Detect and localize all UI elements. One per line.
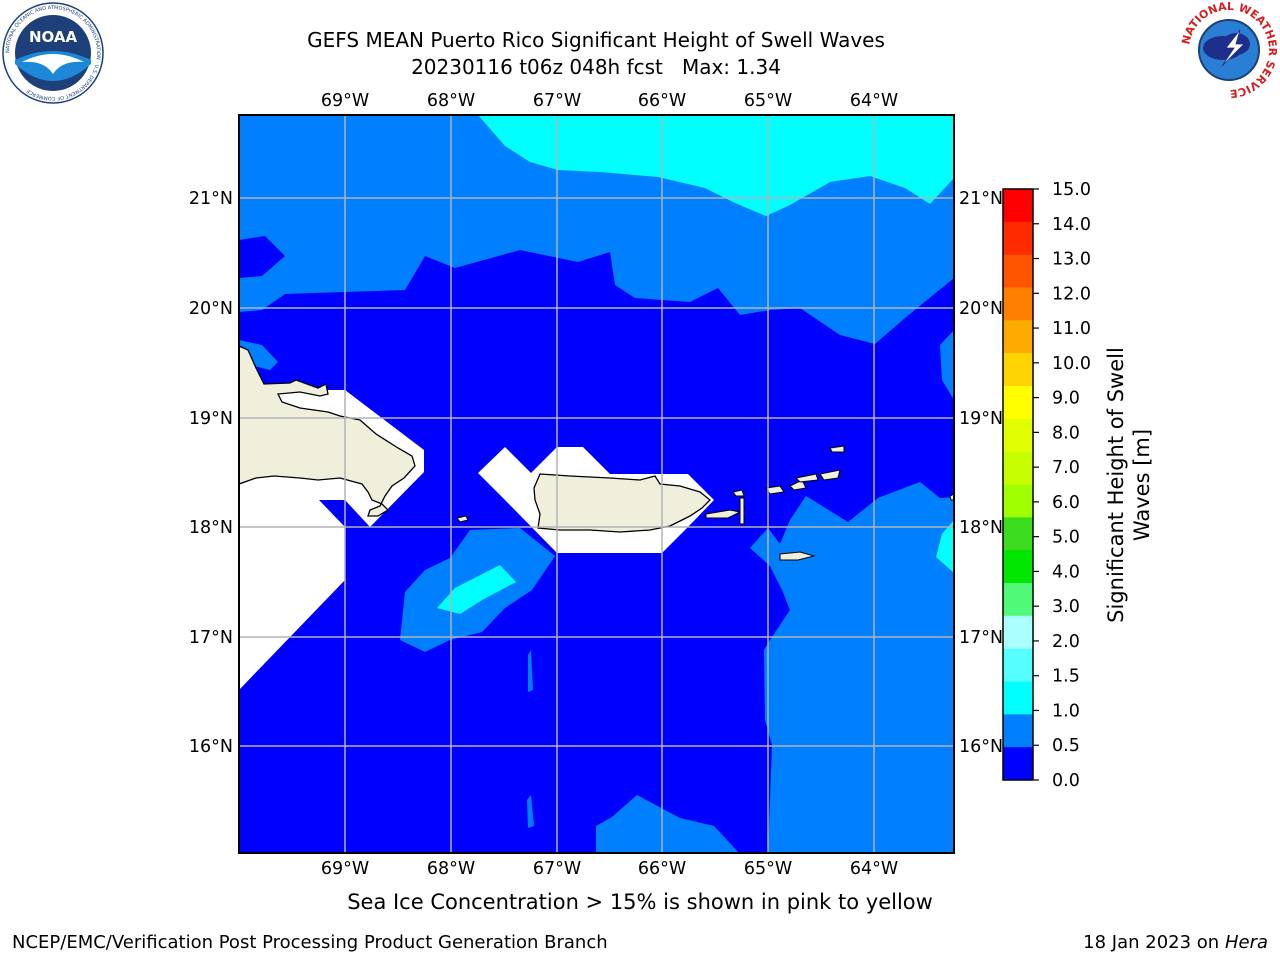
colorbar-swatch [1003,254,1033,288]
swell-band-1.0-1.5-north [478,115,954,216]
colorbar-swatch [1003,221,1033,256]
colorbar-swatch [1003,550,1033,584]
colorbar-swatch [1003,451,1033,485]
colorbar-swatch [1003,418,1033,453]
map-title-line1: GEFS MEAN Puerto Rico Significant Height… [307,28,885,52]
colorbar-tick-label: 2.0 [1052,632,1080,652]
lat-label-left-20n: 20°N [189,299,233,319]
land-vieques [705,509,742,519]
colorbar-tick-label: 5.0 [1052,528,1080,548]
lat-label-right-19n: 19°N [959,409,1003,429]
noaa-logo: NOAA NATIONAL OCEANIC AND ATMOSPHERIC AD… [2,2,104,104]
footer-date: 18 Jan 2023 on Hera [1083,932,1268,953]
colorbar: 15.0 14.0 13.0 12.0 11.0 10.0 9.0 8.0 7.0 6.0 5.0 4… [1002,180,1091,791]
lon-label-bottom-66w: 66°W [638,859,686,879]
colorbar-tick-label: 1.5 [1052,667,1080,687]
colorbar-tick-label: 1.0 [1052,701,1080,721]
colorbar-tick-label: 15.0 [1052,180,1091,200]
lat-label-right-21n: 21°N [959,189,1003,209]
land-puerto-rico [533,473,711,533]
land-anegada [829,445,845,453]
sea-ice-caption: Sea Ice Concentration > 15% is shown in … [347,890,933,914]
lat-label-left-21n: 21°N [189,189,233,209]
land-culebra [732,489,745,497]
land-st-croix [779,551,816,561]
colorbar-swatch [1003,320,1033,354]
lat-label-left-19n: 19°N [189,409,233,429]
lon-label-top-67w: 67°W [533,91,581,111]
colorbar-tick-label: 12.0 [1052,284,1091,304]
land-vieques-east [739,497,745,525]
graticule [239,115,954,853]
land-st-john [789,479,807,491]
colorbar-tick-label: 3.0 [1052,597,1080,617]
colorbar-swatch [1003,353,1033,387]
noaa-logo-text: NOAA [29,28,78,46]
footer-branch: NCEP/EMC/Verification Post Processing Pr… [12,932,608,953]
lon-label-top-64w: 64°W [850,91,898,111]
map-title-line2: 20230116 t06z 048h fcst Max: 1.34 [411,55,781,79]
colorbar-swatch [1003,583,1033,617]
colorbar-tick-label: 10.0 [1052,354,1091,374]
colorbar-tick-label: 4.0 [1052,562,1080,582]
colorbar-tick-label: 7.0 [1052,458,1080,478]
lon-label-top-65w: 65°W [744,91,792,111]
colorbar-swatch [1003,287,1033,321]
land-hispaniola [239,345,416,517]
lon-label-top-68w: 68°W [427,91,475,111]
colorbar-label: Significant Height of Swell Waves [m] [1104,347,1154,623]
colorbar-tick-label: 14.0 [1052,215,1091,235]
colorbar-tick-label: 13.0 [1052,250,1091,270]
swell-height-field [239,115,954,853]
lon-label-bottom-64w: 64°W [850,859,898,879]
colorbar-tick-label: 11.0 [1052,319,1091,339]
colorbar-tick-label: 9.0 [1052,389,1080,409]
lat-label-right-20n: 20°N [959,299,1003,319]
land-tortola [794,473,819,483]
swell-band-0.5-1.0-sliver-b [527,795,534,828]
lat-label-right-18n: 18°N [959,518,1003,538]
colorbar-swatch [1003,714,1033,748]
land-virgin-gorda [819,469,841,481]
swell-band-0.5-1.0-sliver-c [940,330,954,400]
colorbar-swatch [1003,648,1033,682]
footer-host: Hera [1224,932,1268,953]
lat-label-right-16n: 16°N [959,737,1003,757]
nws-logo: NATIONAL WEATHER SERVICE [1179,0,1279,100]
swell-band-0.5-1.0-sliver-a [528,650,533,692]
lon-label-top-69w: 69°W [321,91,369,111]
swell-band-1.0-1.5-south [437,565,516,614]
colorbar-swatch [1003,615,1033,650]
colorbar-swatch [1003,386,1033,420]
lon-label-bottom-68w: 68°W [427,859,475,879]
map-frame [238,114,955,854]
lon-label-bottom-67w: 67°W [533,859,581,879]
colorbar-tick-label: 6.0 [1052,493,1080,513]
lat-label-left-18n: 18°N [189,518,233,538]
lat-label-right-17n: 17°N [959,628,1003,648]
footer-date-text: 18 Jan 2023 on [1083,932,1225,953]
colorbar-swatch [1003,747,1033,781]
lat-label-left-16n: 16°N [189,737,233,757]
swell-band-1.0-1.5-east-edge [936,520,954,573]
colorbar-tick-label: 0.5 [1052,736,1080,756]
colorbar-tick-label: 8.0 [1052,423,1080,443]
colorbar-swatch [1003,484,1033,518]
colorbar-frame [1002,188,1034,781]
lon-label-bottom-69w: 69°W [321,859,369,879]
colorbar-tick-label: 0.0 [1052,771,1080,791]
lon-label-bottom-65w: 65°W [744,859,792,879]
lat-label-left-17n: 17°N [189,628,233,648]
colorbar-swatch [1003,189,1033,223]
land-mona-island [456,515,469,523]
colorbar-swatch [1003,517,1033,551]
colorbar-swatch [1003,681,1033,715]
lon-label-top-66w: 66°W [638,91,686,111]
